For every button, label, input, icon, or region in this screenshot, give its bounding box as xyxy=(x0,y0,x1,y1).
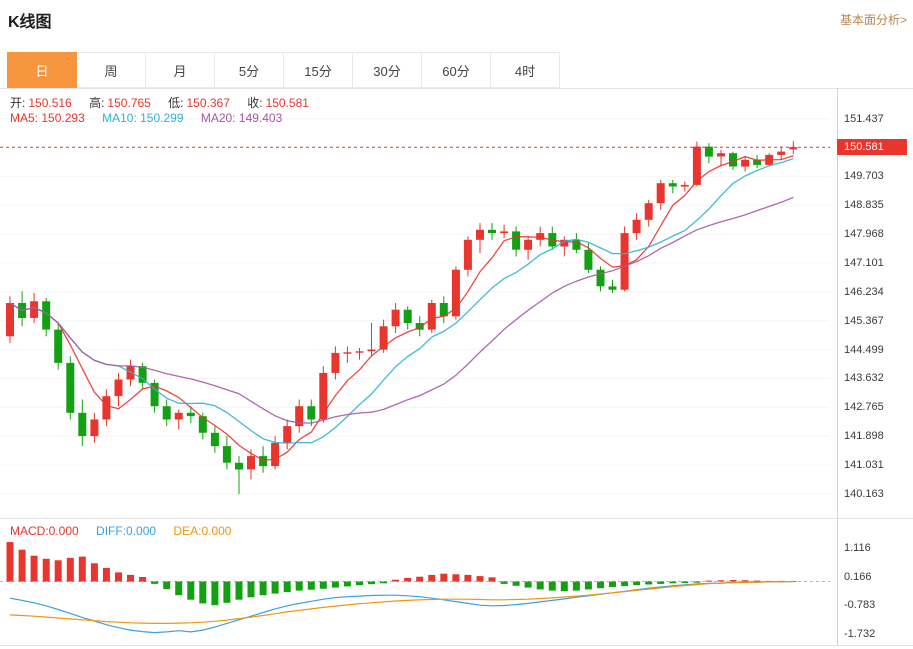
ma10-value: 150.299 xyxy=(140,111,184,125)
period-tab-bar: 日周月 5分 15分 30分 60分 4时 xyxy=(7,52,560,88)
ma5-value: 150.293 xyxy=(41,111,85,125)
ohlc-low: 低: 150.367 xyxy=(168,96,230,110)
macd-value: 0.000 xyxy=(48,524,79,538)
candlestick-canvas[interactable] xyxy=(0,89,837,518)
tab-1-周[interactable]: 周 xyxy=(76,52,146,88)
price-tick-147.968: 147.968 xyxy=(844,228,884,240)
macd-axis: 1.116 0.166 -0.783 -1.732 xyxy=(840,518,913,645)
axis-border-line xyxy=(837,88,838,645)
macd-panel[interactable]: MACD:0.000 DIFF:0.000 DEA:0.000 xyxy=(0,519,837,645)
close-label: 收: xyxy=(247,96,263,110)
high-label: 高: xyxy=(89,96,105,110)
tab-6-60分[interactable]: 60分 xyxy=(421,52,491,88)
grid-layer xyxy=(0,118,830,495)
ohlc-close: 收: 150.581 xyxy=(247,96,309,110)
ma-row: MA5: 150.293 MA10: 150.299 MA20: 149.403 xyxy=(10,111,296,125)
tab-0-日[interactable]: 日 xyxy=(7,52,77,88)
price-tick-151.437: 151.437 xyxy=(844,113,884,125)
diff-label: DIFF: xyxy=(96,524,127,538)
macd-tick-1.116: 1.116 xyxy=(844,542,871,554)
macd-histogram-layer xyxy=(6,542,797,606)
low-label: 低: xyxy=(168,96,184,110)
ma5-label: MA5: xyxy=(10,111,39,125)
macd-canvas[interactable] xyxy=(0,519,837,645)
low-value: 150.367 xyxy=(186,96,230,110)
ohlc-open: 开: 150.516 xyxy=(10,96,72,110)
dea-pair: DEA:0.000 xyxy=(173,524,231,538)
divider-bottom xyxy=(0,645,913,646)
tab-3-5分[interactable]: 5分 xyxy=(214,52,284,88)
diff-pair: DIFF:0.000 xyxy=(96,524,156,538)
fundamental-analysis-link[interactable]: 基本面分析> xyxy=(839,13,907,27)
tab-7-4时[interactable]: 4时 xyxy=(490,52,560,88)
ma20-value: 149.403 xyxy=(238,111,283,125)
page-title: K线图 xyxy=(8,14,52,31)
ma-lines-layer xyxy=(9,155,794,461)
price-tick-141.898: 141.898 xyxy=(844,430,884,442)
ma20-label: MA20: xyxy=(200,111,236,125)
price-tick-148.835: 148.835 xyxy=(844,199,884,211)
macd-label: MACD: xyxy=(10,524,49,538)
price-tick-140.163: 140.163 xyxy=(844,488,884,500)
price-tick-141.031: 141.031 xyxy=(844,459,884,471)
macd-lines-layer xyxy=(9,580,794,634)
tab-2-月[interactable]: 月 xyxy=(145,52,215,88)
ma10-pair: MA10: 150.299 xyxy=(102,111,183,125)
price-tick-144.499: 144.499 xyxy=(844,344,884,356)
macd-pair: MACD:0.000 xyxy=(10,524,79,538)
price-axis: 150.581 151.437 149.703 148.835 147.968 147.… xyxy=(837,88,913,518)
dea-label: DEA: xyxy=(173,524,202,538)
candles-layer xyxy=(6,141,798,494)
high-value: 150.765 xyxy=(107,96,151,110)
divider-macd-top xyxy=(0,518,913,519)
price-tick-147.101: 147.101 xyxy=(844,257,884,269)
tab-4-15分[interactable]: 15分 xyxy=(283,52,353,88)
open-label: 开: xyxy=(10,96,26,110)
price-tick-145.367: 145.367 xyxy=(844,315,884,327)
price-tick-149.703: 149.703 xyxy=(844,170,884,182)
ohlc-row: 开: 150.516 高: 150.765 低: 150.367 收: 150.581 xyxy=(10,94,323,111)
price-tick-146.234: 146.234 xyxy=(844,286,884,298)
open-value: 150.516 xyxy=(28,96,72,110)
dea-value: 0.000 xyxy=(201,524,232,538)
candlestick-chart[interactable]: 开: 150.516 高: 150.765 低: 150.367 收: 150.581 … xyxy=(0,89,837,518)
macd-tick--0.783: -0.783 xyxy=(844,599,876,611)
macd-row: MACD:0.000 DIFF:0.000 DEA:0.000 xyxy=(10,524,245,538)
price-tick-142.765: 142.765 xyxy=(844,401,884,413)
close-value: 150.581 xyxy=(265,96,309,110)
ma5-pair: MA5: 150.293 xyxy=(10,111,85,125)
macd-tick--1.732: -1.732 xyxy=(844,628,876,640)
price-tick-143.632: 143.632 xyxy=(844,372,884,384)
diff-value: 0.000 xyxy=(126,524,157,538)
current-price-badge: 150.581 xyxy=(837,139,907,155)
ma10-label: MA10: xyxy=(102,111,137,125)
tab-5-30分[interactable]: 30分 xyxy=(352,52,422,88)
ma20-pair: MA20: 149.403 xyxy=(201,111,282,125)
divider-tabs-bottom xyxy=(0,88,913,89)
ohlc-high: 高: 150.765 xyxy=(89,96,151,110)
macd-tick-0.166: 0.166 xyxy=(844,571,872,583)
